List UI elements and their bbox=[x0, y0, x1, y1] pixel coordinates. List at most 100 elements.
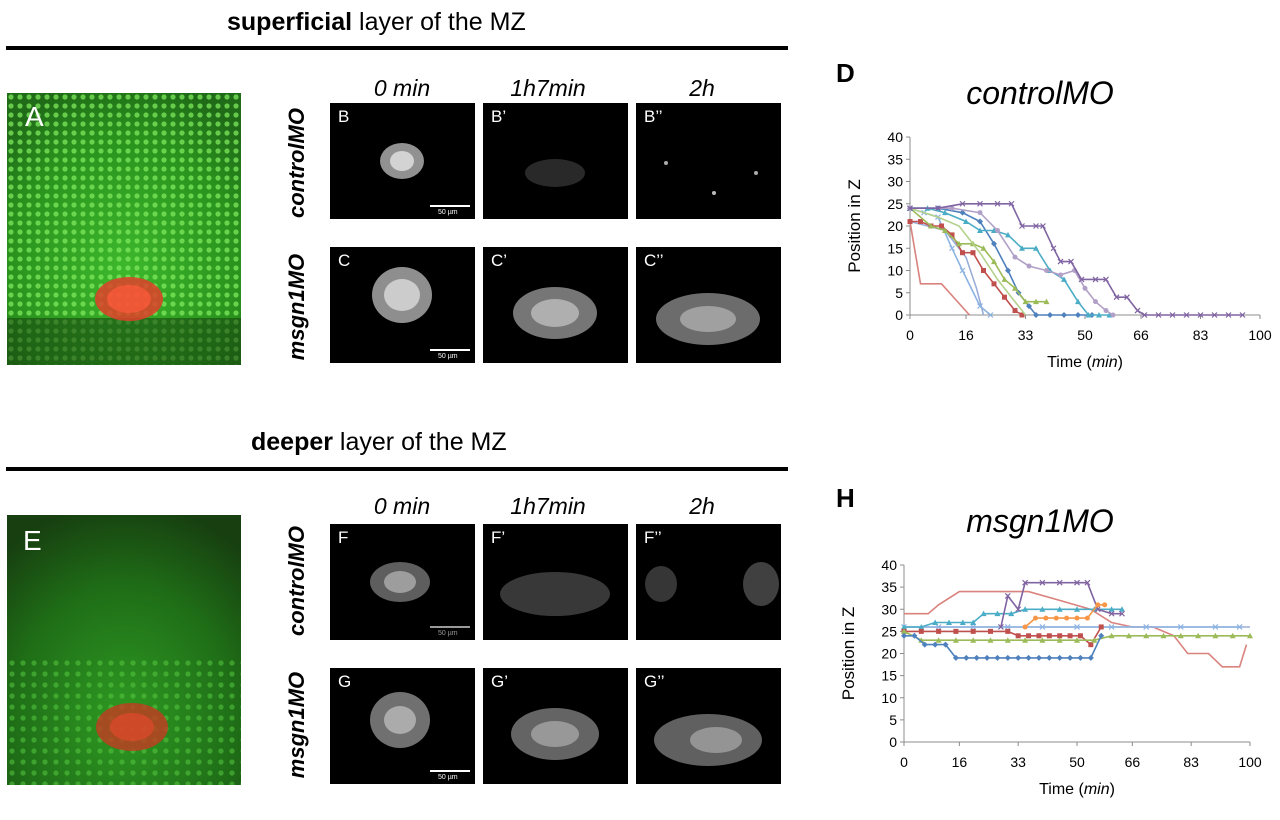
panel-label-f-prime: F’ bbox=[491, 528, 506, 547]
series-line bbox=[904, 635, 1102, 659]
data-point bbox=[939, 223, 944, 229]
data-point bbox=[901, 628, 907, 634]
micrograph-f-double-prime-art bbox=[645, 562, 779, 606]
row-label-msgn1mo: msgn1MO bbox=[284, 671, 309, 779]
micrograph-f-art bbox=[370, 562, 430, 602]
data-point bbox=[1002, 294, 1007, 300]
data-point bbox=[1058, 272, 1063, 278]
y-tick-label: 25 bbox=[881, 623, 897, 639]
chart-letter-d: D bbox=[836, 58, 855, 88]
data-point bbox=[953, 628, 959, 634]
data-point bbox=[1075, 312, 1081, 318]
data-point bbox=[945, 619, 952, 626]
micrograph-f-double-prime: F’’ bbox=[636, 524, 781, 640]
data-point bbox=[942, 209, 948, 216]
micrograph-b-double-prime-art bbox=[664, 161, 758, 195]
data-point bbox=[959, 209, 966, 216]
data-point bbox=[1160, 632, 1167, 639]
scale-label: 50 µm bbox=[438, 774, 458, 781]
data-point bbox=[1078, 276, 1085, 283]
data-point bbox=[1074, 615, 1080, 621]
micrograph-g-double-prime-art bbox=[654, 714, 762, 766]
data-point bbox=[1177, 624, 1184, 630]
column-header-0min: 0 min bbox=[373, 75, 431, 101]
data-point bbox=[1057, 258, 1064, 265]
data-point bbox=[1015, 633, 1021, 639]
data-point bbox=[1061, 312, 1067, 318]
micrograph-c-double-prime-art bbox=[656, 293, 760, 345]
data-point bbox=[1004, 654, 1011, 661]
data-point bbox=[1074, 606, 1080, 612]
data-point bbox=[1094, 606, 1101, 613]
data-point bbox=[1098, 632, 1105, 639]
row-label-controlmo: controlMO bbox=[284, 526, 309, 636]
scale-label: 50 µm bbox=[438, 209, 458, 216]
data-point bbox=[907, 219, 913, 225]
y-axis-label: Position in Z bbox=[839, 607, 858, 701]
data-point bbox=[970, 619, 977, 626]
section-title-rest: layer of the MZ bbox=[352, 8, 526, 36]
data-point bbox=[1043, 298, 1050, 305]
y-tick-label: 15 bbox=[887, 240, 903, 256]
data-point bbox=[1039, 606, 1046, 612]
panel-label-g: G bbox=[338, 672, 352, 691]
data-point bbox=[994, 654, 1001, 661]
data-point bbox=[901, 632, 907, 639]
data-point bbox=[935, 624, 942, 630]
y-tick-label: 40 bbox=[887, 129, 903, 145]
micrograph-f-prime-art bbox=[500, 572, 610, 616]
data-point bbox=[1047, 312, 1053, 318]
micrograph-c-double-prime: C’’ bbox=[636, 247, 781, 363]
data-point bbox=[991, 258, 997, 265]
data-point bbox=[1143, 632, 1150, 639]
data-point bbox=[1177, 632, 1184, 639]
data-point bbox=[1103, 308, 1109, 314]
data-point bbox=[956, 240, 962, 247]
data-point bbox=[1124, 294, 1130, 301]
data-point bbox=[932, 619, 939, 626]
data-point bbox=[1039, 637, 1046, 643]
data-point bbox=[1026, 633, 1032, 639]
y-tick-label: 20 bbox=[887, 218, 903, 234]
data-point bbox=[1064, 615, 1070, 621]
data-point bbox=[1075, 298, 1081, 305]
series-line bbox=[910, 203, 1243, 316]
x-tick-label: 33 bbox=[1018, 327, 1034, 343]
chart-letter-h: H bbox=[836, 483, 855, 513]
panel-label-f: F bbox=[338, 528, 349, 547]
data-point bbox=[1043, 615, 1049, 621]
panel-label-f-double-prime: F’’ bbox=[644, 528, 662, 547]
data-point bbox=[977, 303, 983, 310]
data-point bbox=[959, 200, 966, 207]
data-point bbox=[1019, 312, 1025, 318]
data-point bbox=[1068, 258, 1074, 265]
data-point bbox=[1169, 312, 1176, 318]
data-point bbox=[1032, 615, 1038, 621]
column-header-2h: 2h bbox=[689, 75, 715, 101]
scale-label: 50 µm bbox=[438, 630, 458, 637]
chart-d: 0 5 10 15 20 25 30 35 40 0 16 33 50 66 83 100 Position i… bbox=[845, 129, 1272, 371]
micrograph-c-art bbox=[372, 267, 432, 323]
data-point bbox=[1087, 654, 1094, 661]
data-point bbox=[1108, 624, 1115, 630]
data-point bbox=[1236, 624, 1243, 630]
data-point bbox=[1074, 579, 1080, 586]
micrograph-g-prime-art bbox=[511, 708, 599, 760]
panel-label-b-double-prime: B’’ bbox=[644, 107, 663, 126]
micrograph-g-prime: G’ bbox=[483, 668, 628, 784]
panel-label-g-prime: G’ bbox=[491, 672, 508, 691]
data-point bbox=[1084, 579, 1091, 586]
data-point bbox=[918, 628, 924, 634]
data-point bbox=[928, 223, 934, 229]
data-point bbox=[1033, 312, 1039, 318]
data-point bbox=[1247, 632, 1253, 639]
data-point bbox=[963, 654, 970, 661]
data-point bbox=[973, 654, 980, 661]
data-point bbox=[1012, 285, 1018, 291]
series-line bbox=[909, 207, 1027, 316]
data-point bbox=[1046, 654, 1053, 661]
data-point bbox=[1108, 610, 1115, 617]
data-point bbox=[1229, 632, 1236, 639]
data-point bbox=[1036, 633, 1042, 639]
data-point bbox=[1033, 245, 1039, 251]
